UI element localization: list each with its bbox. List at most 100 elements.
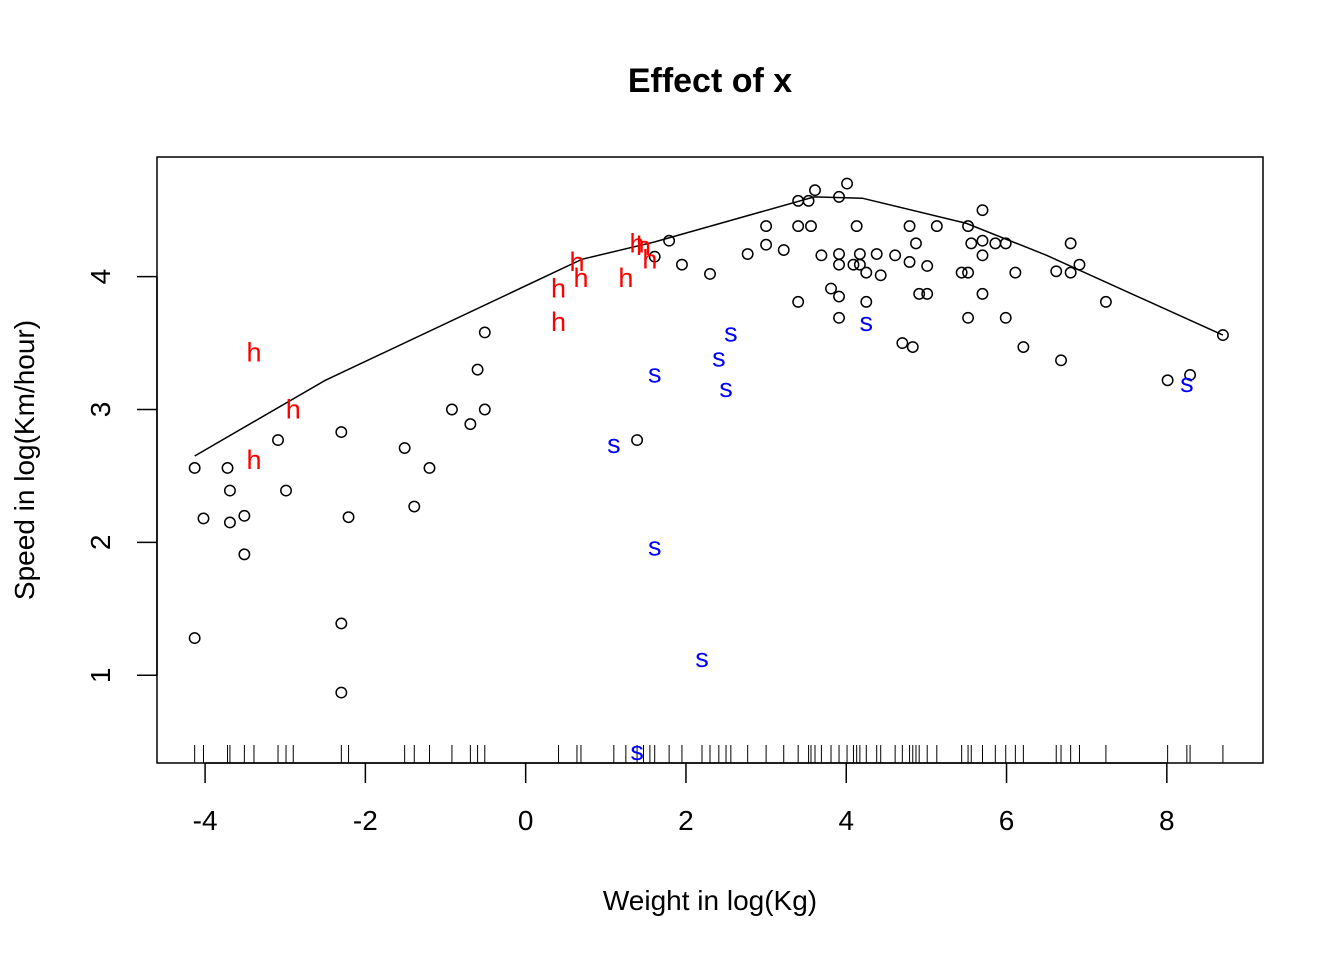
data-point <box>704 267 716 280</box>
data-point <box>1017 341 1030 353</box>
data-point <box>1064 237 1077 250</box>
data-point <box>896 337 909 350</box>
data-point <box>930 220 943 233</box>
data-point <box>223 516 236 529</box>
data-point-h: h <box>630 228 645 258</box>
x-tick-label: 8 <box>1159 805 1175 836</box>
data-point <box>921 287 934 300</box>
data-point-s: s <box>724 317 738 347</box>
data-point <box>833 190 845 203</box>
x-tick-label: 2 <box>678 805 694 836</box>
data-point-s: s <box>648 531 662 561</box>
data-point <box>815 249 828 262</box>
data-point <box>833 290 845 303</box>
data-point <box>1184 368 1197 381</box>
data-point <box>906 341 919 353</box>
data-point <box>471 363 484 376</box>
data-point <box>221 462 234 474</box>
data-point <box>342 511 355 524</box>
data-point <box>847 258 860 271</box>
data-point <box>860 295 873 308</box>
data-point <box>853 248 866 260</box>
data-point <box>921 260 934 272</box>
data-point <box>965 237 978 250</box>
data-point <box>809 184 821 197</box>
data-point <box>962 311 975 324</box>
x-tick-label: 6 <box>999 805 1015 836</box>
data-point <box>398 442 411 454</box>
data-point <box>1099 295 1112 308</box>
fitted-line <box>194 196 1224 457</box>
data-point <box>989 237 1002 250</box>
x-axis-label: Weight in log(Kg) <box>603 885 817 916</box>
data-point <box>1009 266 1022 279</box>
data-point <box>280 484 292 497</box>
data-point <box>910 237 922 250</box>
data-point-h: h <box>286 395 301 425</box>
y-tick-label: 4 <box>85 269 116 285</box>
data-point <box>999 311 1012 324</box>
data-point <box>1050 265 1063 278</box>
data-point <box>1055 354 1067 367</box>
data-point <box>335 686 348 699</box>
data-point <box>631 434 644 447</box>
data-point <box>408 500 421 513</box>
data-point-h: h <box>551 274 566 304</box>
data-point-s: s <box>712 343 726 373</box>
data-point <box>197 512 210 525</box>
data-point <box>238 548 251 561</box>
x-tick-label: -2 <box>353 805 378 836</box>
data-point <box>962 266 975 279</box>
data-point <box>860 266 873 279</box>
data-point <box>913 287 926 300</box>
fit-line-path <box>194 196 1224 457</box>
data-point <box>833 311 845 324</box>
data-point-s: s <box>607 429 621 459</box>
data-point <box>802 194 815 207</box>
data-point <box>188 632 201 645</box>
data-point <box>760 220 773 233</box>
data-point <box>1073 258 1086 271</box>
data-point <box>825 282 837 295</box>
data-point <box>853 258 866 271</box>
plot-frame <box>156 156 1264 764</box>
data-point <box>648 250 661 263</box>
y-axis: 1 2 3 4 <box>85 269 158 684</box>
data-point <box>188 462 201 474</box>
data-point-h: h <box>569 247 584 277</box>
data-point <box>870 248 883 260</box>
y-tick-label: 1 <box>85 668 116 684</box>
data-point <box>223 484 236 497</box>
data-point <box>889 249 902 262</box>
data-point <box>272 434 284 447</box>
data-point <box>976 234 989 247</box>
y-axis-label: Speed in log(Km/hour) <box>9 320 40 600</box>
data-point <box>805 220 817 233</box>
x-tick-label: -4 <box>193 805 218 836</box>
data-point <box>903 220 916 233</box>
data-point-s: s <box>648 359 662 389</box>
x-axis: -4 -2 0 2 4 6 8 <box>193 762 1175 836</box>
data-point-h: h <box>551 307 566 337</box>
chart-title: Effect of x <box>628 62 792 100</box>
data-point <box>760 238 773 251</box>
data-point <box>792 220 805 233</box>
data-point <box>1216 329 1229 342</box>
data-point <box>464 418 477 431</box>
data-point <box>777 244 790 256</box>
y-tick-label: 3 <box>85 402 116 418</box>
data-point <box>962 220 975 233</box>
data-point <box>976 287 989 300</box>
data-point <box>335 617 348 630</box>
data-point <box>874 269 887 282</box>
data-point-s: s <box>695 643 709 673</box>
data-point <box>1064 266 1077 279</box>
data-point-h: h <box>246 337 261 367</box>
data-point <box>833 258 845 271</box>
y-tick-label: 2 <box>85 535 116 551</box>
data-point <box>976 204 989 217</box>
data-point <box>1161 374 1174 387</box>
data-point <box>955 266 968 279</box>
